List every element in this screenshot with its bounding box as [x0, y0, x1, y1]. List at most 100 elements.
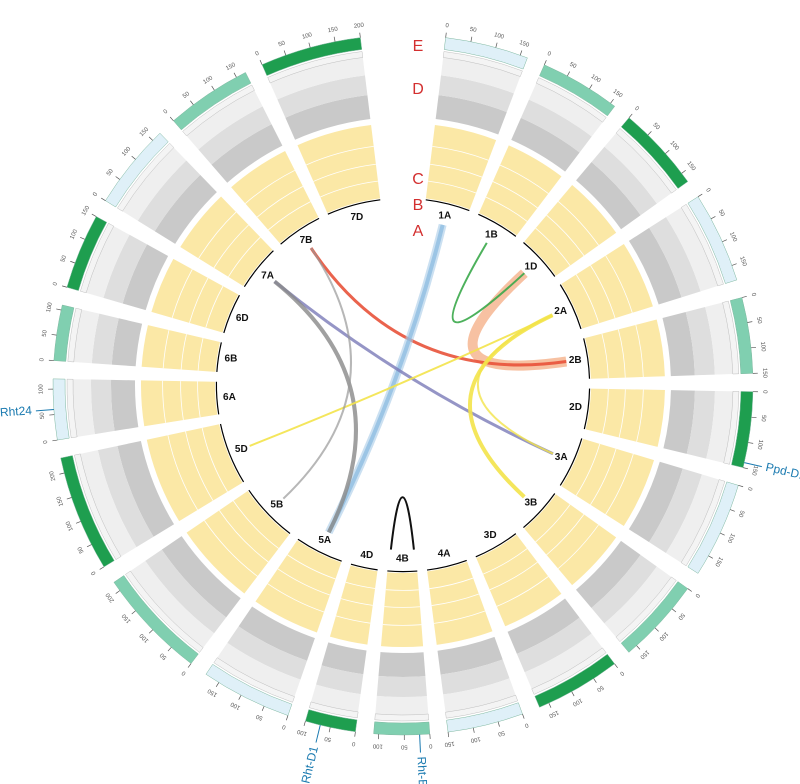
- tick-mark: [169, 116, 174, 122]
- track-e-band: [536, 77, 607, 123]
- tick-label: 50: [60, 254, 68, 263]
- track-d-band: [130, 560, 215, 648]
- track-d-band: [685, 307, 715, 376]
- track-d-band: [198, 106, 272, 165]
- tick-mark: [238, 695, 242, 700]
- track-d-band: [285, 95, 371, 140]
- tick-label: 100: [657, 630, 669, 642]
- track-e-band: [723, 391, 740, 465]
- tick-label: 150: [206, 687, 218, 698]
- track-b-line: [559, 284, 582, 330]
- chromosome-label: 4B: [396, 554, 409, 565]
- track-c-grid: [636, 389, 644, 442]
- tick-label: 50: [77, 545, 86, 554]
- track-e-band: [80, 223, 114, 294]
- tick-mark: [86, 544, 92, 548]
- track-d-band: [227, 626, 308, 680]
- track-c-grid: [485, 196, 528, 222]
- track-d-band: [91, 313, 119, 365]
- track-d-band: [628, 227, 682, 305]
- track-d-band: [154, 174, 217, 244]
- tick-mark: [66, 497, 72, 500]
- tick-label: 0: [255, 51, 261, 58]
- tick-mark: [750, 346, 757, 349]
- tick-mark: [190, 100, 194, 105]
- tick-label: 100: [728, 231, 738, 243]
- ideogram: [261, 37, 363, 76]
- track-c-bg: [231, 151, 319, 244]
- track-b-line: [215, 381, 220, 415]
- tick-label: 100: [296, 728, 308, 737]
- track-d-band: [137, 160, 201, 232]
- tick-label: 0: [693, 592, 700, 599]
- track-d-band: [103, 234, 148, 304]
- tick-label: 150: [327, 26, 339, 34]
- track-b-line: [583, 388, 591, 430]
- track-c-bg: [180, 196, 273, 286]
- tick-label: 150: [750, 465, 758, 477]
- track-d-band: [507, 598, 580, 654]
- tick-label: 200: [105, 591, 116, 603]
- ideogram: [373, 721, 431, 736]
- track-d-band: [649, 468, 702, 553]
- tick-mark: [167, 647, 172, 652]
- chromosome-label: 7B: [300, 235, 313, 246]
- track-c-bg: [146, 424, 243, 522]
- tick-label: 50: [568, 62, 577, 71]
- track-c-grid: [492, 181, 538, 209]
- chromosome-label: 3A: [555, 452, 568, 463]
- chromosome-label: 5D: [235, 444, 248, 455]
- tick-mark: [91, 213, 97, 217]
- track-c-grid: [432, 145, 489, 161]
- tick-mark: [747, 321, 753, 323]
- tick-mark: [472, 727, 475, 733]
- chromosome-label: 3B: [525, 498, 538, 509]
- track-label: A: [413, 223, 424, 240]
- track-d-band: [666, 207, 718, 292]
- track-c-bg: [478, 145, 562, 236]
- tick-label: 100: [756, 439, 764, 451]
- tick-label: 50: [40, 411, 47, 419]
- link: [282, 247, 352, 500]
- gene-marker: [315, 724, 321, 743]
- track-d-band: [111, 318, 143, 367]
- track-d-band: [111, 379, 139, 431]
- track-d-band: [376, 675, 427, 697]
- tick-label: 100: [121, 146, 132, 158]
- track-d-band: [649, 217, 701, 298]
- tick-label: 50: [651, 122, 660, 131]
- track-b-line: [243, 250, 274, 288]
- ideogram: [60, 455, 115, 568]
- tick-mark: [671, 608, 677, 613]
- track-c-grid: [601, 333, 609, 379]
- track-b-line: [583, 338, 591, 379]
- tick-mark: [303, 721, 306, 727]
- tick-label: 150: [139, 126, 151, 138]
- track-d-band: [443, 678, 516, 713]
- tick-label: 0: [428, 742, 432, 748]
- track-label: C: [412, 171, 424, 188]
- track-c-grid: [335, 615, 371, 624]
- track-label: D: [412, 81, 424, 98]
- tick-label: 0: [750, 292, 757, 297]
- ideogram: [105, 132, 169, 208]
- link: [325, 223, 447, 535]
- track-b-line: [523, 242, 556, 277]
- track-d-band: [80, 450, 137, 557]
- track-c-grid: [382, 624, 422, 626]
- track-c-bg: [329, 565, 378, 645]
- track-e-band: [182, 84, 255, 137]
- tick-label: 100: [469, 735, 481, 743]
- track-c-grid: [287, 554, 336, 580]
- tick-mark: [628, 113, 633, 118]
- ideogram: [534, 653, 615, 708]
- track-b-line: [327, 199, 381, 215]
- chromosome-label: 2A: [554, 306, 567, 317]
- track-c-grid: [617, 329, 626, 378]
- track-c-bg: [524, 494, 617, 586]
- tick-label: 50: [106, 168, 115, 177]
- track-b-line: [475, 533, 517, 558]
- tick-mark: [470, 36, 473, 42]
- tick-label: 0: [523, 721, 529, 728]
- track-d-band: [73, 379, 95, 437]
